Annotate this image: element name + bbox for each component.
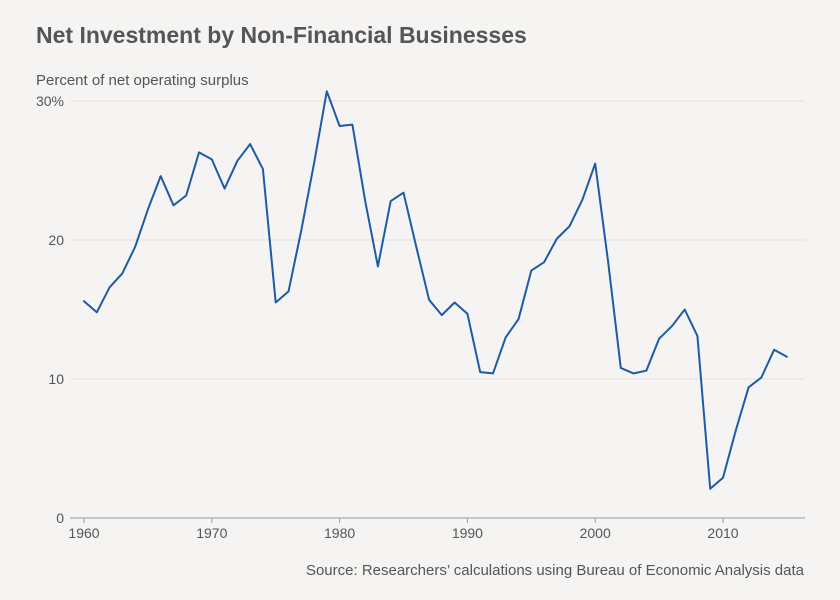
x-tick-label: 1980 xyxy=(324,525,355,541)
x-axis xyxy=(70,517,805,523)
x-tick-label: 1970 xyxy=(196,525,227,541)
y-axis-label: Percent of net operating surplus xyxy=(36,72,249,89)
source-note: Source: Researchers’ calculations using … xyxy=(305,562,804,579)
series-line xyxy=(83,90,788,490)
x-axis-tick-labels: 1960 1970 1980 1990 2000 2010 xyxy=(68,525,738,541)
gridlines xyxy=(70,100,805,380)
y-tick-label: 30% xyxy=(36,93,64,109)
x-tick-label: 2010 xyxy=(707,525,738,541)
x-tick-label: 1990 xyxy=(452,525,483,541)
series xyxy=(83,90,788,490)
y-tick-label: 0 xyxy=(56,510,64,526)
y-axis-tick-labels: 0 10 20 30% xyxy=(36,93,64,526)
chart-title: Net Investment by Non-Financial Business… xyxy=(36,22,527,48)
x-tick-label: 1960 xyxy=(68,525,99,541)
y-tick-label: 20 xyxy=(48,232,64,248)
x-tick-label: 2000 xyxy=(580,525,611,541)
y-tick-label: 10 xyxy=(48,371,64,387)
